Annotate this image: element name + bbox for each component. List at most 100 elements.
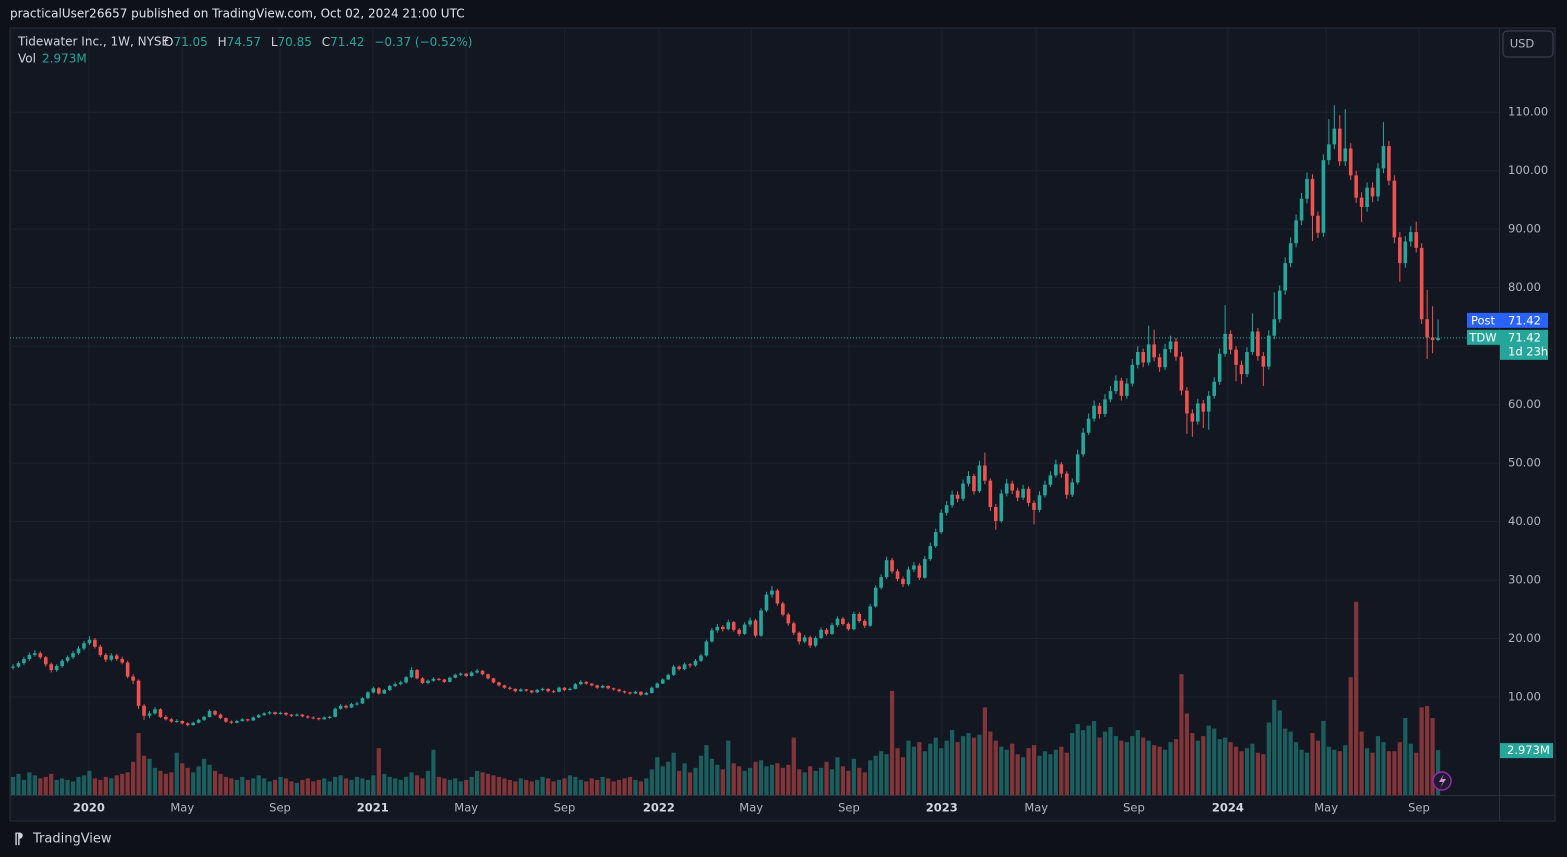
post-tag-label: Post: [1471, 313, 1496, 327]
candle-body: [54, 666, 59, 671]
candle-body: [786, 614, 791, 624]
candle-body: [289, 714, 294, 716]
candle-body: [704, 641, 709, 656]
volume-bar: [993, 740, 998, 795]
symbol-tag: [1467, 329, 1500, 345]
volume-bar: [780, 767, 785, 795]
volume-bar: [551, 781, 556, 795]
volume-bar: [398, 779, 403, 795]
candle-body: [579, 681, 583, 685]
volume-bar: [70, 781, 76, 795]
candle-body: [333, 708, 337, 717]
volume-bar: [196, 766, 201, 795]
volume-bar: [1217, 739, 1222, 795]
volume-bar: [829, 769, 835, 795]
candle-body: [142, 705, 146, 716]
volume-bar: [1304, 752, 1310, 795]
volume-bar: [1091, 721, 1097, 795]
volume-bar: [436, 776, 441, 795]
currency[interactable]: USD: [1510, 37, 1535, 51]
volume-bar: [431, 749, 436, 795]
volume-bar: [163, 773, 168, 795]
candle-body: [382, 690, 387, 694]
volume-bar: [1228, 742, 1233, 795]
volume-bar: [349, 779, 354, 795]
candle-body: [1179, 356, 1184, 391]
volume-bar: [900, 757, 906, 795]
candle-body: [114, 655, 119, 660]
candle-body: [131, 676, 135, 681]
volume-bar: [1348, 677, 1353, 795]
candle-body: [153, 709, 157, 714]
volume-bar: [1277, 710, 1282, 795]
candle-body: [469, 672, 474, 676]
volume-bar: [207, 764, 212, 795]
volume-bar: [545, 778, 551, 795]
volume-bar: [769, 764, 775, 795]
candle-body: [791, 623, 796, 633]
x-tick-label: May: [454, 801, 478, 815]
candle-body: [377, 688, 381, 694]
candle-body: [442, 679, 447, 682]
candle-body: [699, 655, 703, 661]
symbol: Tidewater Inc., 1W, NYSE: [17, 35, 169, 49]
candle-body: [1337, 128, 1342, 162]
volume-bar: [54, 779, 59, 795]
volume-bar: [1086, 725, 1091, 795]
volume-bar: [1283, 728, 1288, 795]
volume-bar: [666, 761, 671, 795]
volume-bar: [720, 769, 725, 795]
candle-body: [393, 684, 397, 686]
volume-bar: [988, 731, 993, 795]
candle-body: [311, 717, 316, 719]
candle-body: [251, 717, 256, 721]
candle-body: [448, 677, 452, 682]
volume-bar: [562, 778, 567, 795]
candle-body: [1146, 344, 1151, 363]
candle-body: [977, 465, 982, 492]
candle-body: [175, 721, 179, 723]
currency-button[interactable]: [1502, 30, 1554, 58]
y-tick-label: 50.00: [1508, 456, 1541, 470]
candle-body: [857, 613, 862, 622]
volume-bar: [1195, 740, 1200, 795]
volume-bar: [1233, 746, 1239, 795]
x-tick-label: Sep: [1408, 801, 1430, 815]
candle-body: [1125, 383, 1129, 396]
x-tick-label: May: [739, 801, 763, 815]
volume-bar: [1299, 749, 1304, 795]
volume-bar: [1173, 739, 1179, 795]
candles: [10, 105, 1499, 727]
candle-body: [1408, 232, 1413, 242]
y-tick-label: 20.00: [1508, 631, 1541, 645]
volume-bar: [1343, 745, 1348, 795]
volume-bar: [1261, 754, 1266, 795]
volume-bar: [535, 779, 540, 795]
volume-bar: [278, 776, 283, 795]
publisher: practicalUser26657 published on TradingV…: [10, 7, 465, 21]
volume-bar: [600, 776, 605, 795]
volume-bar: [889, 690, 895, 795]
volume-bar: [633, 779, 638, 795]
candle-body: [622, 691, 627, 693]
volume-bar: [824, 761, 829, 795]
volume-bar: [698, 755, 704, 795]
volume-bar: [409, 772, 414, 795]
volume-bar: [322, 778, 327, 795]
volume-name: Vol: [18, 52, 36, 66]
volume-bar: [114, 775, 119, 795]
candle-body: [1430, 337, 1435, 341]
volume-bar: [731, 763, 736, 795]
candle-body: [1234, 349, 1238, 365]
volume-bar: [955, 742, 960, 795]
volume-bar: [1048, 754, 1053, 795]
candle-body: [781, 603, 785, 615]
volume-bar: [1223, 737, 1228, 795]
candle-body: [1348, 148, 1353, 176]
candle-body: [1403, 241, 1408, 264]
volume-bar: [1152, 745, 1157, 795]
volume-bar: [202, 758, 207, 795]
volume-bar: [1212, 728, 1217, 795]
candle-body: [1135, 351, 1140, 365]
